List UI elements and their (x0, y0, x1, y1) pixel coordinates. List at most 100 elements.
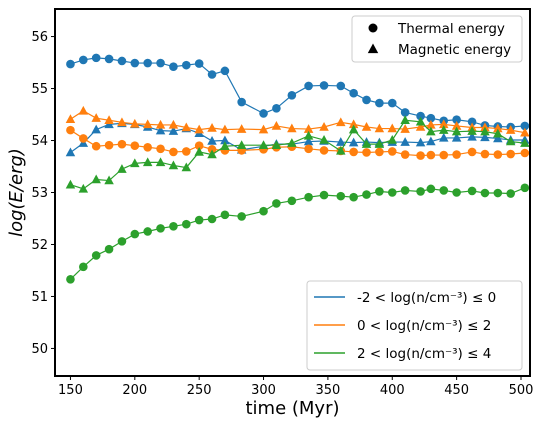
x-tick-label: 250 (187, 383, 212, 398)
series-3-magnetic-point (374, 139, 385, 148)
series-1-magnetic-point (65, 147, 76, 157)
series-2-thermal-point (91, 141, 101, 151)
series-3-magnetic-point (287, 138, 297, 147)
series-3-magnetic-point (348, 124, 359, 134)
plot-frame (54, 8, 531, 377)
series-3-thermal-point (79, 262, 88, 272)
series-1-thermal-line (70, 57, 525, 128)
series-2-magnetic-point (91, 113, 101, 122)
series-3-magnetic-point (236, 140, 247, 149)
series-1-magnetic-point (220, 135, 230, 145)
series-1-magnetic-point (303, 136, 314, 146)
y-tick-label: 51 (31, 290, 48, 305)
series-2-thermal-point (169, 147, 178, 157)
series-3-magnetic-point (194, 146, 204, 156)
series-2-thermal-point (439, 150, 449, 160)
series-3-thermal-point (91, 251, 101, 260)
series-1-thermal-point (319, 81, 329, 90)
series-3-thermal-point (169, 221, 178, 231)
series-2-magnetic-point (348, 119, 359, 129)
y-tick-label: 56 (31, 30, 48, 45)
series-3-thermal-point (506, 189, 515, 198)
series-3-thermal-line (70, 187, 526, 280)
series-3-magnetic-point (142, 157, 153, 167)
series-3-magnetic-point (168, 160, 179, 170)
y-tick-label: 50 (31, 342, 48, 357)
legend-triangle-marker (367, 43, 379, 54)
series-3-magnetic-point (319, 134, 329, 144)
series-1-thermal-point (130, 58, 140, 68)
series-1-thermal-point (66, 59, 75, 69)
series-3-magnetic-point (155, 157, 166, 167)
series-1-magnetic-point (91, 124, 101, 134)
series-3-thermal-point (387, 188, 397, 197)
series-3-magnetic-point (400, 115, 410, 124)
series-1-thermal-point (194, 59, 204, 68)
series-2-magnetic-point (400, 124, 410, 133)
series-3-magnetic-point (520, 138, 530, 147)
series-3-thermal-point (319, 190, 329, 200)
series-1-thermal-point (336, 81, 346, 91)
series-2-magnetic-point (336, 117, 346, 127)
series-2-thermal-point (452, 150, 461, 159)
series-1-magnetic-point (467, 131, 477, 141)
color-legend-label: -2 < log(n/cm⁻³) ≤ 0 (357, 290, 496, 306)
series-1-thermal-point (156, 58, 165, 68)
series-1-magnetic-point (155, 125, 166, 135)
series-2-thermal-point (194, 141, 204, 151)
x-tick-label: 300 (251, 383, 276, 398)
series-3-thermal-point (416, 187, 425, 196)
series-2-thermal-point (207, 145, 217, 154)
series-3-magnetic-point (415, 116, 426, 126)
series-2-magnetic-point (361, 122, 372, 131)
series-2-magnetic-point (271, 120, 282, 130)
series-1-thermal-point (416, 111, 425, 121)
series-1-thermal-point (375, 98, 384, 108)
series-3-thermal-point (143, 227, 152, 236)
series-2-thermal-point (362, 148, 371, 157)
series-1-thermal-point (467, 117, 477, 127)
series-2-thermal-point (426, 150, 436, 160)
series-3-magnetic-point (493, 128, 503, 138)
series-2-magnetic-point (287, 123, 297, 133)
series-1-magnetic-point (348, 137, 359, 147)
series-3-thermal-point (156, 224, 165, 233)
series-2-thermal-point (66, 125, 75, 135)
series-1-magnetic-point (426, 136, 436, 146)
series-2-magnetic-point (505, 125, 516, 134)
marker-legend-label: Thermal energy (397, 21, 505, 37)
series-1-thermal-point (207, 70, 217, 79)
series-2-thermal-point (117, 139, 127, 149)
series-3-thermal-point (467, 186, 477, 196)
series-2-magnetic-point (155, 119, 166, 129)
color-legend-box (306, 280, 523, 371)
y-tick-label: 52 (31, 238, 48, 253)
series-3-magnetic-point (361, 139, 372, 148)
series-3-magnetic-point (65, 179, 76, 189)
series-3-magnetic-point (258, 140, 269, 149)
series-1-thermal-point (169, 62, 178, 72)
series-3-magnetic-point (451, 126, 462, 136)
series-3-magnetic-point (303, 130, 314, 140)
series-3-magnetic-point (91, 174, 101, 184)
series-3-magnetic-point (207, 149, 217, 159)
series-2-magnetic-point (220, 124, 230, 134)
series-3-thermal-point (349, 192, 358, 202)
series-1-magnetic-point (168, 126, 179, 135)
series-2-thermal-point (143, 142, 152, 152)
series-3-thermal-point (66, 275, 75, 284)
series-3-magnetic-point (78, 183, 89, 193)
marker-legend: Thermal energy Magnetic energy (351, 15, 523, 63)
series-2-magnetic-point (130, 118, 140, 128)
color-legend-label: 0 < log(n/cm⁻³) ≤ 2 (357, 318, 491, 334)
series-3-thermal-point (207, 214, 217, 224)
series-2-thermal-point (375, 147, 384, 157)
series-3-thermal-point (220, 210, 230, 220)
series-1-magnetic-point (480, 132, 490, 142)
series-3-thermal-point (194, 215, 204, 225)
series-2-thermal-point (182, 147, 191, 156)
series-2-magnetic-point (520, 127, 530, 137)
series-1-thermal-point (452, 115, 461, 125)
series-3-magnetic-line (70, 119, 525, 190)
